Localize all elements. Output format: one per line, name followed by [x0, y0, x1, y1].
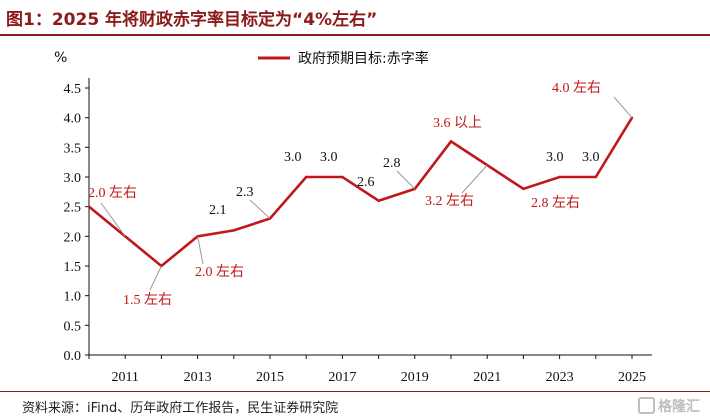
watermark-text: 格隆汇 — [658, 399, 700, 415]
figure-title: 图1：2025 年将财政赤字率目标定为“4%左右” — [6, 10, 378, 30]
x-tick-label: 2013 — [184, 370, 212, 385]
data-point — [87, 205, 91, 208]
x-tick-label: 2015 — [256, 370, 284, 385]
data-label: 2.8 — [383, 156, 401, 171]
data-label: 3.2 左右 — [425, 193, 474, 209]
data-label: 1.5 左右 — [123, 292, 172, 308]
y-tick-label: 0.0 — [64, 349, 82, 364]
y-tick-label: 3.0 — [64, 171, 82, 186]
data-point — [341, 175, 344, 179]
annotation-leader — [396, 170, 416, 190]
source-bar: 资料来源：iFind、历年政府工作报告，民生证券研究院 格隆汇 — [0, 391, 710, 420]
annotation-leader — [100, 202, 126, 237]
data-label: 3.0 — [582, 150, 600, 165]
y-tick-label: 4.0 — [64, 112, 82, 127]
y-tick-label: 1.5 — [64, 260, 82, 275]
series-line — [88, 116, 634, 268]
y-tick-label: 0.5 — [64, 319, 82, 334]
annotation-leader — [197, 236, 204, 265]
data-label: 3.0 — [284, 150, 302, 165]
y-axis-unit: % — [54, 50, 67, 66]
data-point — [594, 175, 597, 179]
data-label: 4.0 左右 — [552, 80, 601, 96]
y-tick-label: 2.0 — [64, 230, 82, 245]
watermark: 格隆汇 — [638, 396, 700, 416]
x-tick-label: 2021 — [473, 370, 501, 385]
source-note: 资料来源：iFind、历年政府工作报告，民生证券研究院 — [22, 401, 339, 416]
data-point — [232, 229, 235, 232]
data-label: 2.1 — [209, 203, 227, 218]
data-label: 2.8 左右 — [531, 195, 580, 211]
annotation-leader — [249, 199, 271, 219]
data-label: 3.0 — [546, 150, 564, 165]
data-label: 3.6 以上 — [433, 115, 482, 131]
x-tick-label: 2025 — [618, 370, 646, 385]
data-point — [558, 175, 561, 179]
y-tick-label: 3.5 — [64, 141, 82, 156]
y-tick-label: 4.5 — [64, 82, 82, 97]
annotation-leader — [149, 265, 162, 291]
data-point — [377, 199, 380, 202]
data-label: 2.3 — [236, 185, 254, 200]
data-point — [305, 175, 308, 179]
y-tick-label: 2.5 — [64, 201, 82, 216]
figure-title-bar: 图1：2025 年将财政赤字率目标定为“4%左右” — [0, 0, 710, 36]
x-tick-label: 2019 — [401, 370, 429, 385]
annotation-leader — [613, 96, 633, 118]
data-label: 3.0 — [320, 150, 338, 165]
x-tick-label: 2017 — [328, 370, 356, 385]
data-label: 2.0 左右 — [195, 264, 244, 280]
data-label: 2.0 左右 — [88, 185, 137, 201]
watermark-logo-icon — [638, 397, 655, 414]
data-point — [522, 187, 525, 191]
legend-label: 政府预期目标:赤字率 — [298, 50, 429, 67]
y-tick-label: 1.0 — [64, 290, 82, 305]
annotation-leader — [461, 164, 488, 194]
x-tick-label: 2023 — [546, 370, 574, 385]
x-tick-label: 2011 — [111, 370, 138, 385]
data-label: 2.6 — [357, 175, 375, 190]
data-point — [449, 140, 453, 143]
